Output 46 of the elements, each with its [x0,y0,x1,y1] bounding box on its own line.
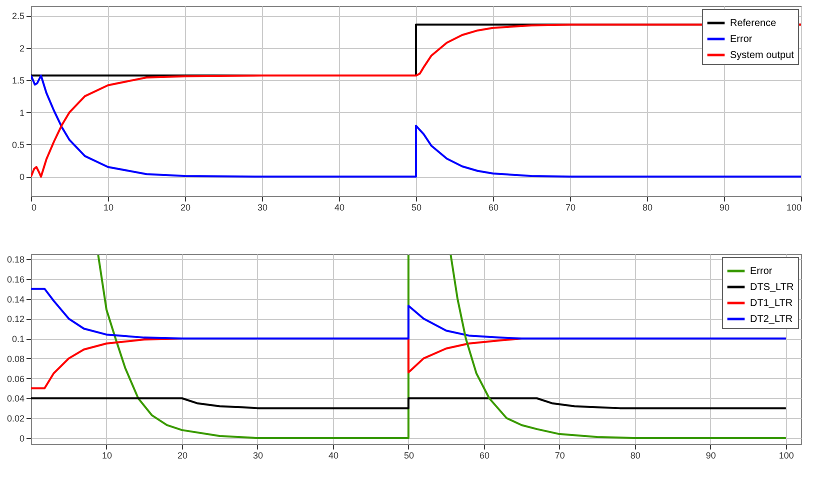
y-tick-label: 2.5 [12,11,24,22]
line-series [31,397,787,410]
x-tick-label: 60 [488,202,499,212]
y-tick-label: 0.06 [6,374,24,384]
x-tick-label: 20 [180,202,191,212]
x-tick-label: 100 [778,450,794,460]
y-tick-label: 0.12 [6,314,24,324]
x-tick-label: 50 [404,450,414,460]
x-tick-label: 10 [103,202,114,212]
x-tick-label: 90 [719,202,730,212]
x-tick-label: 50 [411,202,422,212]
x-tick-label: 80 [642,202,653,212]
y-tick-label: 0.16 [6,274,24,284]
y-tick-label: 1.5 [12,76,24,86]
x-tick-label: 10 [102,450,112,460]
legend-label: DT1_LTR [750,298,793,309]
x-tick-label: 40 [334,202,345,212]
x-tick-label: 40 [328,450,338,460]
x-tick-label: 30 [252,450,263,460]
legend-label: System output [730,50,794,61]
x-tick-label: 60 [479,450,490,460]
x-tick-label: 0 [32,202,37,212]
y-tick-label: 0.08 [6,354,24,364]
y-tick-label: 0.18 [6,254,24,264]
y-tick-label: 0 [19,172,24,182]
y-tick-label: 0.04 [6,394,24,404]
y-tick-label: 0.02 [6,414,24,424]
legend-label: Reference [730,18,777,29]
legend-label: Error [750,266,773,277]
y-tick-label: 2 [19,43,24,54]
y-tick-label: 1 [19,108,24,118]
y-tick-label: 0.14 [6,294,24,304]
y-tick-label: 0.1 [12,334,24,344]
x-tick-label: 70 [565,202,576,212]
y-tick-label: 0.5 [12,140,24,150]
y-tick-label: 0 [19,434,24,444]
legend-label: DTS_LTR [750,282,794,293]
x-tick-label: 80 [630,450,640,460]
line-series [31,74,801,178]
legend-label: DT2_LTR [750,314,793,325]
x-tick-label: 30 [257,202,268,212]
x-tick-label: 90 [706,450,716,460]
x-tick-label: 20 [177,450,188,460]
x-tick-label: 100 [786,202,802,212]
legend-label: Error [730,34,753,45]
x-tick-label: 70 [554,450,565,460]
